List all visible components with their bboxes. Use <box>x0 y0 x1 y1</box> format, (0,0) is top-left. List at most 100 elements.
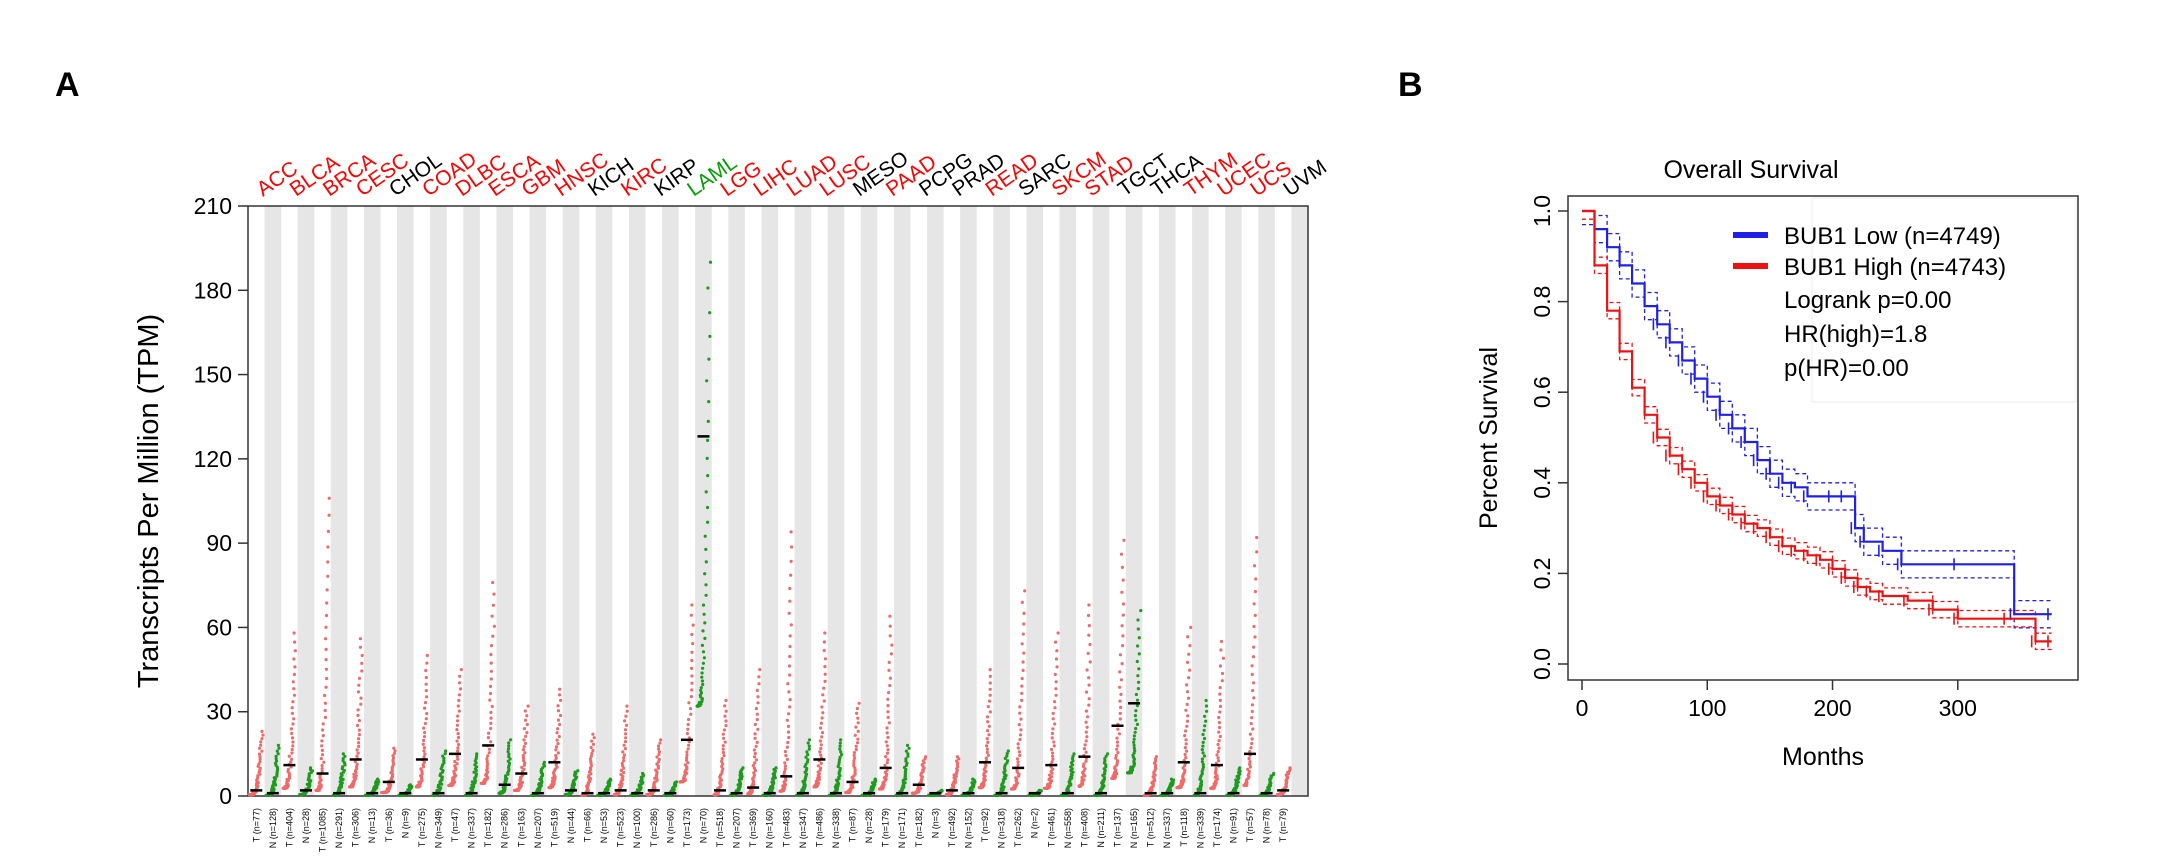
dot-tumor <box>758 668 762 672</box>
dot-tumor <box>326 529 330 534</box>
dot-tumor <box>822 640 827 644</box>
dot-tumor <box>360 669 364 673</box>
dot-tumor <box>324 625 328 629</box>
dot-tumor <box>624 732 628 736</box>
dot-normal <box>1200 760 1204 764</box>
cancer-names: ACCBLCABRCACESCCHOLCOADDLBCESCAGBMHNSCKI… <box>253 147 1331 201</box>
dot-normal <box>1137 652 1141 656</box>
dot-normal <box>1037 788 1041 793</box>
dot-tumor <box>886 715 890 720</box>
dot-tumor <box>886 735 890 740</box>
y-tick-label-a: 210 <box>194 193 232 219</box>
dot-tumor <box>1217 746 1221 750</box>
dot-tumor <box>1018 737 1022 742</box>
dot-tumor <box>852 751 857 755</box>
group-label: T (n=461) <box>1046 808 1056 847</box>
y-axis-label-b: Percent Survival <box>1475 347 1503 529</box>
dot-normal <box>838 747 842 751</box>
dot-normal <box>507 752 511 756</box>
group-label: N (n=44) <box>566 808 576 843</box>
dot-tumor <box>455 762 459 766</box>
dot-tumor <box>319 757 323 761</box>
dot-tumor <box>522 745 526 749</box>
band-kirc <box>628 206 646 796</box>
dot-normal <box>804 755 808 759</box>
dot-tumor <box>489 644 494 648</box>
dot-tumor <box>489 677 493 681</box>
dot-tumor <box>1083 743 1087 747</box>
dot-tumor <box>488 684 493 689</box>
group-label: T (n=163) <box>516 808 526 847</box>
dot-tumor <box>722 728 727 732</box>
dot-tumor <box>887 660 891 665</box>
dot-tumor <box>622 759 626 763</box>
dot-tumor <box>421 742 425 746</box>
dot-normal <box>870 781 875 785</box>
dot-normal <box>341 752 345 756</box>
dot-tumor <box>1017 723 1021 727</box>
dot-normal <box>838 766 842 771</box>
dot-tumor <box>1020 600 1024 605</box>
band-hnsc <box>562 206 580 796</box>
dot-normal <box>1135 704 1139 708</box>
dot-tumor <box>1049 747 1054 752</box>
dot-tumor <box>353 760 357 764</box>
dot-tumor <box>1084 750 1088 754</box>
dot-tumor <box>326 545 330 549</box>
dot-tumor <box>1217 759 1221 763</box>
dot-tumor <box>820 731 825 735</box>
dot-tumor <box>489 716 493 720</box>
x-axis-label-b: Months <box>1782 743 1864 771</box>
group-label: T (n=137) <box>1113 808 1123 847</box>
dot-tumor <box>457 693 461 697</box>
dot-tumor <box>781 784 785 788</box>
dot-normal <box>970 781 974 785</box>
group-label: T (n=182) <box>914 808 924 847</box>
dot-tumor <box>1121 613 1125 617</box>
dot-tumor <box>1247 769 1251 774</box>
dot-tumor <box>524 734 528 738</box>
dot-tumor <box>1114 753 1118 758</box>
band-skcm <box>1059 206 1077 796</box>
dot-tumor <box>290 757 294 761</box>
dot-tumor <box>360 661 364 666</box>
band-uvm <box>1291 206 1308 796</box>
dot-tumor <box>756 701 760 705</box>
dot-tumor <box>423 752 427 756</box>
dot-tumor <box>292 693 297 697</box>
dot-tumor <box>1084 730 1088 734</box>
dot-tumor <box>1217 715 1221 720</box>
dot-tumor <box>1055 665 1059 669</box>
dot-tumor <box>622 753 627 757</box>
dot-normal <box>700 679 705 683</box>
dot-normal <box>741 766 745 770</box>
dot-normal <box>1205 709 1209 713</box>
dot-normal <box>805 760 810 764</box>
dot-normal <box>1201 762 1205 767</box>
group-label: T (n=1085) <box>318 808 328 852</box>
dot-tumor <box>455 754 459 759</box>
dot-tumor <box>1052 740 1056 744</box>
dot-tumor <box>455 728 459 732</box>
dot-tumor <box>556 751 560 755</box>
dot-tumor <box>819 766 823 770</box>
dot-tumor <box>291 722 295 726</box>
dot-tumor <box>1185 724 1189 728</box>
group-label: N (n=2) <box>1030 808 1040 838</box>
dot-tumor <box>988 699 992 703</box>
dot-tumor <box>424 682 428 686</box>
dot-tumor <box>324 647 328 652</box>
dot-tumor <box>788 705 792 709</box>
dot-tumor <box>1249 746 1253 750</box>
dot-normal <box>1202 754 1207 758</box>
dot-tumor <box>425 712 429 716</box>
dot-tumor <box>293 649 297 653</box>
dot-tumor <box>1052 744 1056 748</box>
dot-tumor <box>260 737 264 741</box>
band-kich <box>595 206 613 796</box>
dot-tumor <box>326 574 330 578</box>
dot-tumor <box>589 745 593 750</box>
dot-tumor <box>1121 634 1125 638</box>
dot-tumor <box>754 744 758 748</box>
dot-normal <box>408 783 412 787</box>
